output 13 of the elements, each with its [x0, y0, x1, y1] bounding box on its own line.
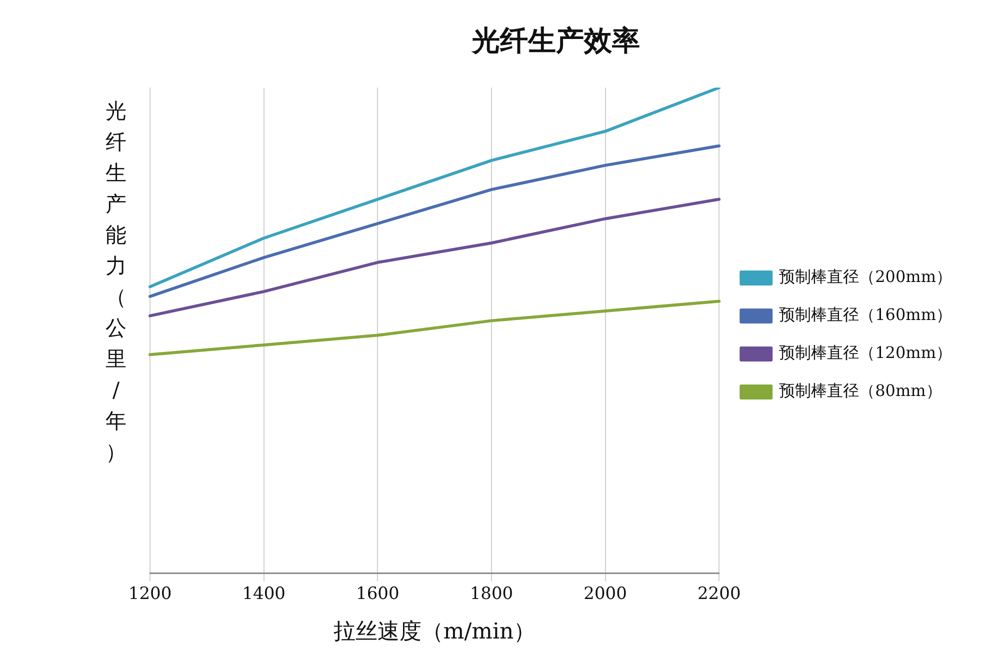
x-tick-label: 2200 [697, 584, 741, 604]
legend-label: 预制棒直径（200mm） [779, 267, 952, 286]
legend-label: 预制棒直径（80mm） [779, 381, 942, 400]
legend-label: 预制棒直径（120mm） [779, 343, 952, 362]
chart-title: 光纤生产效率 [470, 24, 640, 58]
text: 光纤生产能力（公里/年） [106, 99, 126, 464]
x-tick-label: 1800 [470, 584, 514, 604]
x-tick-label: 2000 [584, 584, 627, 604]
x-axis-title: 拉丝速度（m/min） [333, 620, 536, 645]
legend-label: 预制棒直径（160mm） [779, 305, 952, 324]
x-tick-label: 1600 [356, 584, 400, 604]
x-tick-label: 1400 [242, 584, 286, 604]
x-tick-label: 1200 [128, 584, 172, 604]
